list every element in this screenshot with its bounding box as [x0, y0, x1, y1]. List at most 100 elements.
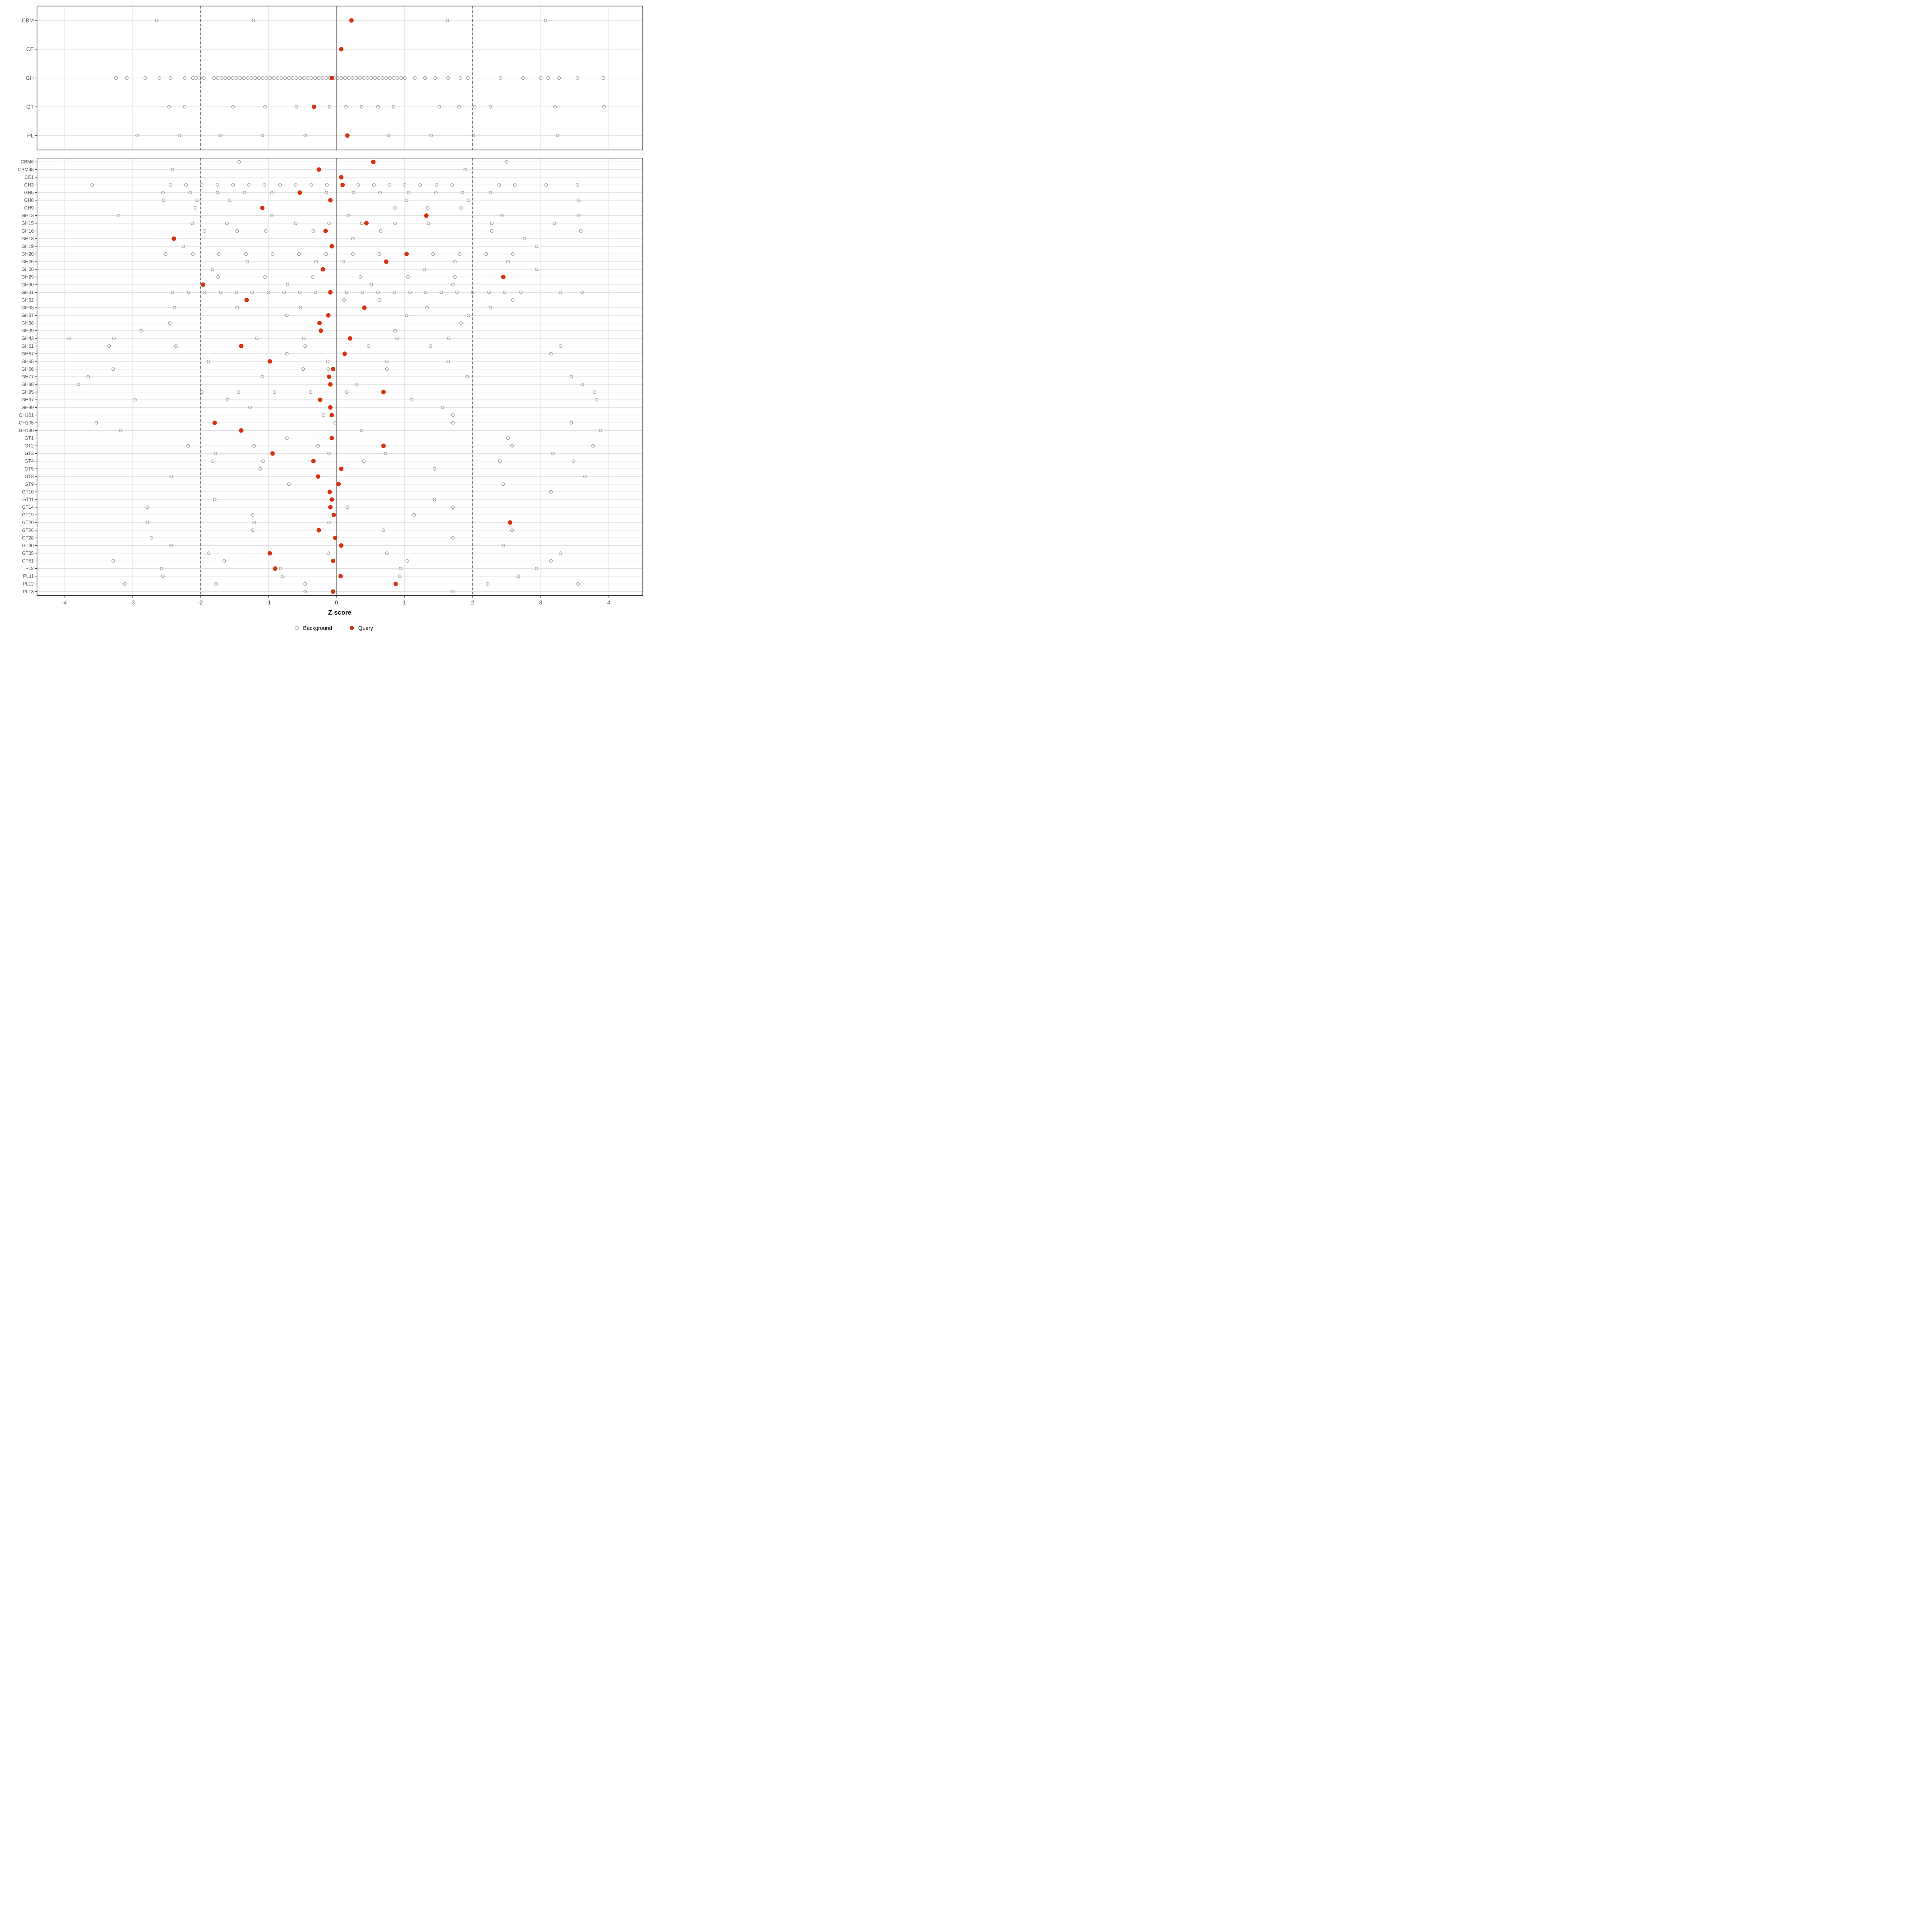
background-dot-GH66: [301, 367, 305, 371]
background-dot-GH: [358, 76, 362, 80]
background-dot-GH66: [111, 367, 115, 371]
background-dot-GH29: [358, 275, 362, 279]
row-label-PL: PL: [27, 132, 34, 138]
background-dot-PL8: [535, 567, 539, 570]
background-dot-GT4: [211, 459, 215, 463]
background-dot-GT2: [510, 444, 514, 448]
background-dot-GH3: [544, 183, 548, 187]
background-dot-GH3: [513, 183, 517, 187]
background-dot-GH: [380, 76, 384, 80]
row-label-GH88: GH88: [21, 382, 34, 387]
query-dot-PL11: [338, 574, 343, 579]
background-dot-GT51: [549, 559, 553, 563]
background-dot-GH32: [342, 298, 346, 302]
background-dot-GH: [601, 76, 605, 80]
background-dot-GH77: [570, 375, 573, 379]
query-dot-GH88: [328, 382, 333, 387]
background-dot-GH26: [246, 260, 249, 264]
background-dot-GH88: [76, 382, 80, 386]
background-dot-GT14: [451, 505, 455, 509]
background-dot-GH3: [262, 183, 266, 187]
background-dot-GH65: [385, 359, 389, 363]
background-dot-GH: [287, 76, 291, 80]
background-dot-GH9: [426, 206, 429, 210]
background-dot-GT2: [186, 444, 190, 448]
background-dot-GH: [388, 76, 392, 80]
background-dot-GT: [376, 105, 380, 109]
background-dot-GH30: [451, 283, 455, 287]
background-dot-GH97: [594, 398, 599, 402]
row-label-GH97: GH97: [21, 397, 34, 402]
query-dot-GH37: [326, 313, 331, 318]
background-dot-GT3: [384, 452, 388, 455]
background-dot-GH: [403, 76, 407, 80]
background-dot-GH: [294, 76, 298, 80]
row-label-GH65: GH65: [21, 359, 34, 364]
background-dot-GH9: [194, 206, 198, 210]
row-label-GT4: GT4: [25, 458, 34, 464]
background-dot-GH15: [327, 221, 331, 225]
background-dot-GH13: [577, 214, 581, 218]
row-label-GH77: GH77: [21, 374, 34, 380]
background-dot-GH: [321, 76, 324, 80]
legend: Background Query: [295, 625, 373, 631]
background-dot-GH5: [188, 191, 192, 194]
background-dot-GH105: [451, 421, 455, 425]
background-dot-GH: [446, 76, 450, 80]
background-dot-GH95: [272, 390, 277, 394]
background-dot-GH8: [228, 198, 231, 202]
background-dot-GH99: [441, 405, 445, 409]
query-dot-CE1: [339, 175, 344, 180]
background-dot-GH33: [299, 306, 302, 310]
background-dot-PL12: [123, 582, 127, 586]
background-dot-GH51: [107, 344, 111, 348]
x-tick-label--2: -2: [198, 599, 203, 605]
background-dot-GH: [313, 76, 317, 80]
zscore-dotplot-figure: CBM CE GH GT PL CBM6 CBM48 CE1 GH3 GH5 GH8 GH9 GH13 G…: [0, 0, 644, 644]
background-dot-CBM6: [237, 160, 241, 164]
background-dot-GT35: [206, 551, 211, 555]
background-dot-GH3: [310, 183, 313, 187]
row-label-GH20: GH20: [21, 251, 34, 257]
query-dot-GT: [312, 104, 316, 109]
background-dot-GH38: [459, 321, 463, 325]
background-dot-GH5: [243, 191, 247, 194]
background-dot-GH19: [182, 244, 185, 248]
background-dot-GH37: [285, 314, 289, 317]
background-dot-GH33: [425, 306, 429, 310]
background-dot-GH97: [409, 398, 413, 402]
background-dot-GT51: [222, 559, 226, 563]
query-dot-GH99: [328, 405, 333, 410]
background-dot-GH29: [216, 275, 220, 279]
background-dot-GH: [231, 76, 235, 80]
background-dot-GT: [183, 105, 187, 109]
background-dot-GH97: [133, 398, 137, 402]
query-dot-GT3: [270, 451, 275, 456]
background-dot-GT1: [506, 436, 510, 440]
background-dot-GT11: [433, 497, 436, 502]
background-dot-GH: [253, 76, 257, 80]
background-dot-GH101: [451, 413, 455, 417]
background-dot-GH5: [324, 191, 328, 194]
background-dot-GH15: [490, 221, 493, 225]
background-dot-GH: [169, 76, 172, 80]
background-dot-GH26: [341, 260, 345, 264]
row-label-GH57: GH57: [21, 351, 34, 357]
background-dot-GH: [114, 76, 118, 80]
row-label-GH26: GH26: [21, 259, 34, 264]
background-dot-GH51: [174, 344, 178, 348]
background-dot-GH88: [580, 382, 584, 386]
background-dot-GH57: [549, 352, 553, 356]
background-dot-GH43: [255, 336, 259, 341]
query-dot-GH19: [329, 244, 334, 249]
background-dot-GH8: [466, 198, 471, 202]
background-dot-GH3: [231, 183, 235, 187]
background-dot-GH31: [471, 290, 475, 294]
background-dot-GH: [521, 76, 525, 80]
background-dot-GT4: [572, 459, 575, 463]
query-dot-GT26: [316, 528, 321, 533]
query-dot-PL13: [331, 589, 336, 594]
background-dot-PL11: [398, 574, 402, 578]
row-label-GH38: GH38: [21, 320, 34, 326]
background-dot-GH51: [559, 344, 562, 348]
